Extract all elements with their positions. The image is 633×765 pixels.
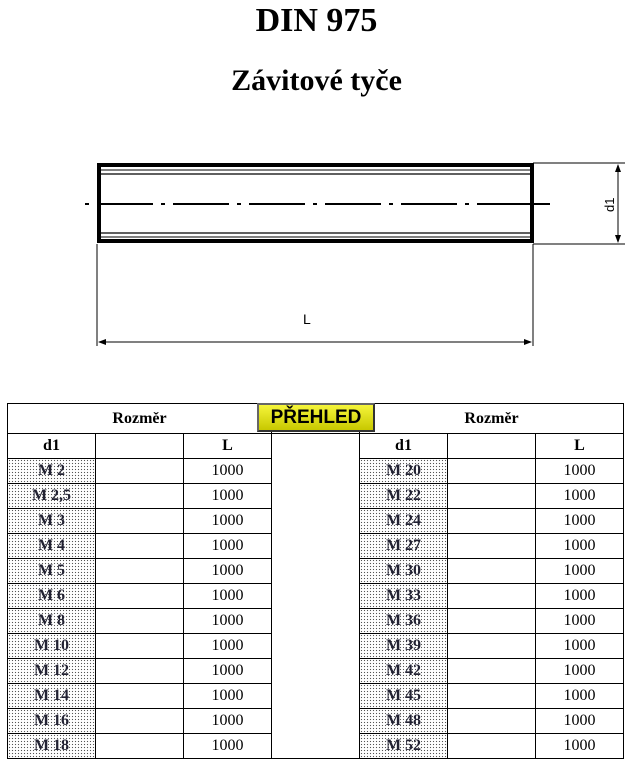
cell-blank (447, 583, 536, 609)
cell-L: 1000 (183, 533, 272, 559)
cell-blank (95, 708, 184, 734)
cell-d1: M 6 (7, 583, 96, 609)
cell-blank (95, 458, 184, 484)
cell-L: 1000 (183, 483, 272, 509)
cell-L: 1000 (535, 583, 624, 609)
cell-blank (95, 608, 184, 634)
diameter-label: d1 (602, 198, 617, 212)
cell-L: 1000 (183, 658, 272, 684)
cell-L: 1000 (535, 733, 624, 759)
cell-L: 1000 (535, 533, 624, 559)
cell-d1: M 52 (359, 733, 448, 759)
cell-blank (95, 658, 184, 684)
page-subtitle: Závitové tyče (231, 64, 402, 97)
cell-L: 1000 (535, 633, 624, 659)
cell-L: 1000 (535, 708, 624, 734)
length-label: L (303, 311, 311, 327)
cell-d1: M 27 (359, 533, 448, 559)
cell-blank (447, 508, 536, 534)
cell-blank (95, 583, 184, 609)
cell-L: 1000 (183, 558, 272, 584)
column-header-d1: d1 (7, 433, 96, 459)
cell-blank (447, 633, 536, 659)
cell-blank (447, 658, 536, 684)
cell-d1: M 30 (359, 558, 448, 584)
cell-L: 1000 (535, 558, 624, 584)
column-header-L: L (183, 433, 272, 459)
cell-blank (447, 708, 536, 734)
cell-d1: M 3 (7, 508, 96, 534)
cell-L: 1000 (535, 483, 624, 509)
cell-blank (447, 533, 536, 559)
cell-blank (447, 558, 536, 584)
cell-L: 1000 (183, 733, 272, 759)
cell-L: 1000 (183, 683, 272, 709)
cell-L: 1000 (535, 683, 624, 709)
cell-blank (95, 508, 184, 534)
cell-L: 1000 (183, 633, 272, 659)
cell-d1: M 48 (359, 708, 448, 734)
cell-L: 1000 (535, 608, 624, 634)
threaded-rod-drawing: L d1 (85, 162, 625, 346)
cell-L: 1000 (183, 508, 272, 534)
cell-L: 1000 (183, 458, 272, 484)
overview-button[interactable]: PŘEHLED (257, 403, 375, 432)
cell-d1: M 39 (359, 633, 448, 659)
cell-d1: M 12 (7, 658, 96, 684)
column-header-L: L (535, 433, 624, 459)
cell-blank (95, 683, 184, 709)
cell-d1: M 16 (7, 708, 96, 734)
cell-d1: M 42 (359, 658, 448, 684)
page-title: DIN 975 (255, 2, 378, 39)
cell-blank (95, 733, 184, 759)
cell-d1: M 2,5 (7, 483, 96, 509)
cell-blank (447, 608, 536, 634)
cell-L: 1000 (183, 708, 272, 734)
cell-blank (447, 483, 536, 509)
cell-blank (95, 633, 184, 659)
cell-d1: M 2 (7, 458, 96, 484)
cell-d1: M 14 (7, 683, 96, 709)
cell-blank (95, 558, 184, 584)
cell-d1: M 24 (359, 508, 448, 534)
table-header: Rozměr (359, 403, 624, 434)
cell-d1: M 33 (359, 583, 448, 609)
cell-L: 1000 (183, 583, 272, 609)
cell-blank (447, 458, 536, 484)
cell-d1: M 8 (7, 608, 96, 634)
cell-d1: M 45 (359, 683, 448, 709)
column-header-d1: d1 (359, 433, 448, 459)
cell-d1: M 10 (7, 633, 96, 659)
cell-d1: M 20 (359, 458, 448, 484)
cell-d1: M 18 (7, 733, 96, 759)
spacer-column (271, 433, 360, 759)
cell-d1: M 36 (359, 608, 448, 634)
table-header: Rozměr (7, 403, 272, 434)
cell-L: 1000 (183, 608, 272, 634)
cell-L: 1000 (535, 458, 624, 484)
column-header-blank (95, 433, 184, 459)
cell-d1: M 5 (7, 558, 96, 584)
cell-d1: M 4 (7, 533, 96, 559)
cell-blank (447, 733, 536, 759)
cell-d1: M 22 (359, 483, 448, 509)
cell-blank (95, 533, 184, 559)
column-header-blank (447, 433, 536, 459)
cell-L: 1000 (535, 508, 624, 534)
cell-blank (447, 683, 536, 709)
cell-blank (95, 483, 184, 509)
cell-L: 1000 (535, 658, 624, 684)
